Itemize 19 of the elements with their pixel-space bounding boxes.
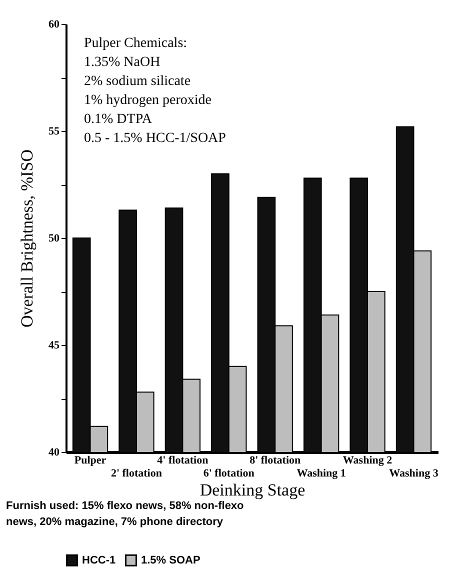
x-tick-label: Washing 2 [342,454,393,466]
y-axis-title: Overall Brightness, %ISO [18,149,36,328]
y-tick-label: 45 [48,340,60,352]
x-tick-label: 2' flotation [110,468,162,480]
x-tick-label: 6' flotation [203,468,254,480]
legend-label: HCC-1 [82,554,116,566]
x-tick-label: Washing 3 [389,468,439,480]
y-tick-label: 60 [48,18,60,30]
text: Furnish used: 15% flexo news, 58% non-flexo news, 20% magazine, 7% phone directory [6,500,244,528]
x-tick-label: Washing 1 [296,468,346,480]
x-tick-label: 8' flotation [250,454,301,466]
annotation: Pulper Chemicals: 1.35% NaOH 2% sodium silicate 1% hydrogen peroxide 0.1% DTPA 0.5 - 1.5% HCC-1/SOAP [84,36,226,146]
y-tick-label: 55 [48,126,60,138]
y-tick-label: 50 [48,232,60,244]
y-tick-label: 40 [48,446,60,458]
legend-label: 1.5% SOAP [141,554,200,566]
x-axis-title: Deinking Stage [200,480,306,500]
x-tick-label: 4' flotation [157,454,208,466]
x-tick-label: Pulper [74,454,106,466]
